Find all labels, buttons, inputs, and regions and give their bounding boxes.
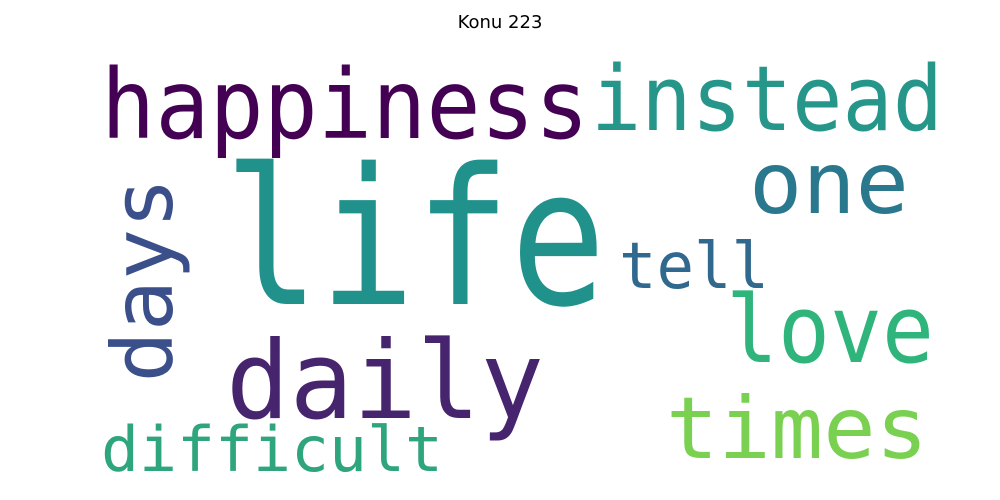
- word-one: one: [749, 134, 909, 234]
- word-daily: daily: [226, 319, 544, 444]
- word-happiness: happiness: [101, 49, 589, 161]
- word-instead: instead: [591, 47, 943, 152]
- word-days: days: [94, 178, 192, 383]
- word-times: times: [666, 379, 928, 479]
- word-tell: tell: [619, 230, 769, 304]
- word-love: love: [726, 276, 934, 385]
- word-life: life: [224, 128, 606, 349]
- word-difficult: difficult: [101, 413, 443, 486]
- chart-title: Konu 223: [457, 12, 543, 33]
